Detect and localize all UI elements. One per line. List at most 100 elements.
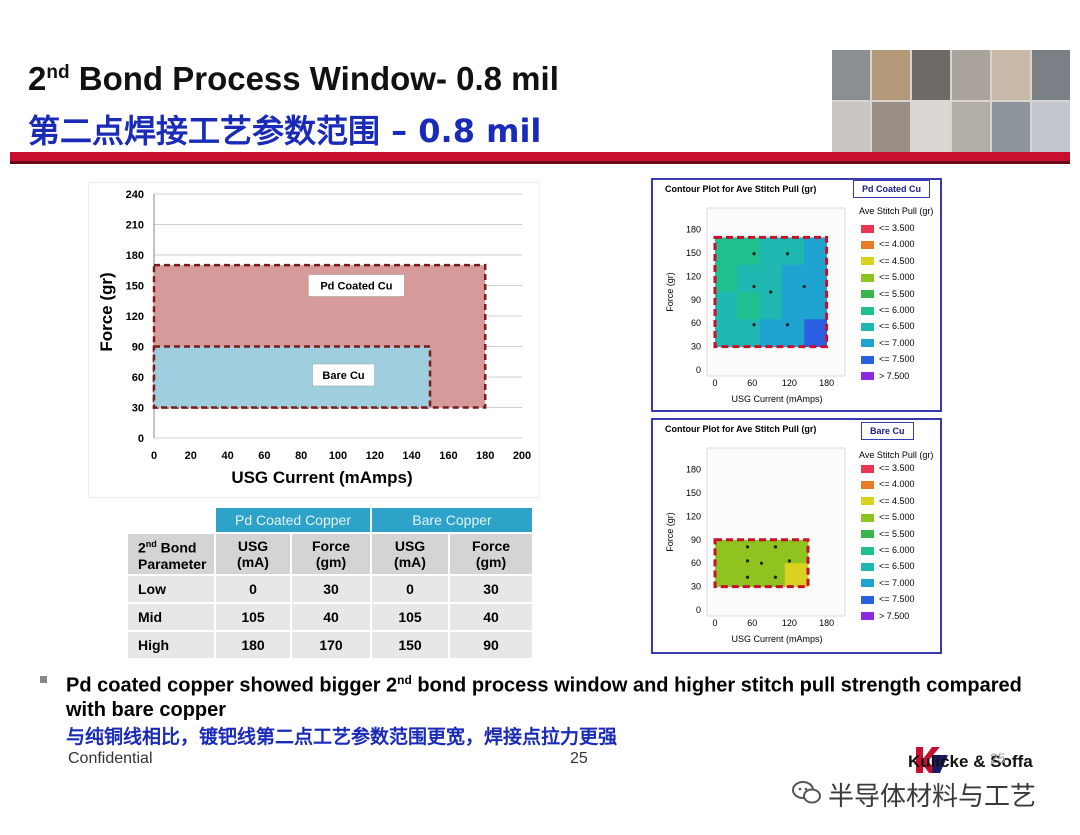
slide-title: 2nd Bond Process Window- 0.8 mil bbox=[28, 60, 559, 97]
contour-cell bbox=[759, 264, 783, 293]
legend-label: <= 7.500 bbox=[879, 594, 915, 605]
legend-swatch bbox=[861, 464, 874, 473]
contour-title: Contour Plot for Ave Stitch Pull (gr) bbox=[665, 184, 817, 194]
kulicke-soffa-logo-icon bbox=[916, 747, 948, 773]
x-tick-label: 20 bbox=[185, 450, 197, 462]
table-group-bare: Bare Copper bbox=[370, 506, 534, 534]
table-header-bare-usg: USG (mA) bbox=[370, 532, 450, 576]
y-tick-label: 90 bbox=[691, 295, 701, 305]
y-tick-label: 150 bbox=[686, 488, 701, 498]
x-tick-label: 100 bbox=[329, 450, 347, 462]
bullet-marker bbox=[40, 676, 47, 683]
sample-point bbox=[745, 559, 750, 563]
legend-swatch bbox=[861, 372, 874, 381]
legend-swatch bbox=[861, 339, 874, 348]
legend-label: <= 4.000 bbox=[879, 479, 915, 490]
sample-point bbox=[759, 561, 764, 565]
y-tick-label: 150 bbox=[686, 248, 701, 258]
contour-cell bbox=[761, 539, 786, 564]
sample-point bbox=[802, 284, 806, 289]
contour-cell bbox=[804, 237, 827, 266]
x-axis-label: USG Current (mAmps) bbox=[731, 394, 822, 404]
legend-title: Ave Stitch Pull (gr) bbox=[859, 206, 934, 216]
legend-item: <= 6.500 bbox=[861, 560, 915, 572]
legend-label: <= 3.500 bbox=[879, 223, 915, 233]
bullet-text-en: Pd coated copper showed bigger 2nd bond … bbox=[66, 673, 1022, 721]
y-axis-label: Force (gr) bbox=[665, 272, 675, 312]
y-axis-label: Force (gr) bbox=[97, 272, 116, 351]
legend-label: <= 4.000 bbox=[879, 239, 915, 250]
header-red-bar bbox=[10, 152, 1070, 161]
table-header-pd-force: Force (gm) bbox=[290, 532, 372, 576]
x-tick-label: 140 bbox=[402, 450, 420, 462]
sample-point bbox=[752, 284, 756, 289]
y-tick-label: 210 bbox=[126, 220, 144, 232]
legend-item: > 7.500 bbox=[861, 370, 909, 382]
contour-cell bbox=[784, 539, 809, 564]
legend-item: <= 6.500 bbox=[861, 320, 915, 332]
sample-point bbox=[773, 575, 778, 579]
legend-swatch bbox=[861, 563, 874, 572]
y-tick-label: 60 bbox=[691, 558, 701, 568]
sample-point bbox=[785, 252, 790, 256]
contour-cell bbox=[737, 319, 761, 347]
sample-point bbox=[773, 545, 778, 549]
table-param-header: 2nd Bond Parameter bbox=[126, 532, 216, 576]
x-tick-label: 60 bbox=[258, 450, 270, 462]
bond-parameter-table: Pd Coated Copper Bare Copper 2nd Bond Par… bbox=[126, 506, 534, 660]
y-tick-label: 0 bbox=[696, 365, 701, 375]
x-tick-label: 120 bbox=[782, 618, 797, 628]
legend-label: <= 5.000 bbox=[879, 512, 915, 523]
legend-item: <= 5.000 bbox=[861, 271, 915, 283]
x-tick-label: 60 bbox=[747, 378, 757, 388]
y-tick-label: 0 bbox=[696, 605, 701, 615]
contour-panel-bare-cu: Contour Plot for Ave Stitch Pull (gr) Ba… bbox=[651, 418, 942, 654]
contour-plot-bare: 0 30 60 90 120 150 180 0 60 120 180 USG Current (mA… bbox=[665, 447, 846, 644]
legend-label: <= 7.000 bbox=[879, 337, 915, 348]
legend-item: > 7.500 bbox=[861, 610, 909, 622]
contour-cell bbox=[781, 319, 805, 347]
contour-cell bbox=[738, 539, 762, 564]
y-tick-label: 60 bbox=[691, 318, 701, 328]
legend-label: <= 7.500 bbox=[879, 354, 915, 365]
table-header-pd-usg: USG (mA) bbox=[214, 532, 292, 576]
contour-cell bbox=[781, 264, 805, 293]
legend-label: > 7.500 bbox=[879, 370, 910, 381]
legend-item: <= 4.500 bbox=[861, 255, 915, 267]
legend-swatch bbox=[861, 241, 874, 250]
page-number: 25 bbox=[570, 750, 588, 767]
y-tick-label: 120 bbox=[126, 311, 144, 323]
region-label: Pd Coated Cu bbox=[320, 281, 392, 293]
sample-point bbox=[752, 323, 756, 327]
contour-cell bbox=[737, 264, 761, 293]
y-tick-label: 150 bbox=[126, 281, 144, 293]
legend-item: <= 4.000 bbox=[861, 478, 915, 490]
legend-swatch bbox=[861, 530, 874, 539]
y-tick-label: 120 bbox=[686, 271, 701, 281]
legend-item: <= 7.500 bbox=[861, 593, 915, 605]
sample-point bbox=[769, 290, 773, 294]
region-label-box bbox=[308, 274, 405, 297]
contour-cell bbox=[804, 292, 827, 320]
legend-item: <= 7.000 bbox=[861, 337, 915, 349]
legend-swatch bbox=[861, 612, 874, 621]
x-tick-label: 40 bbox=[221, 450, 233, 462]
contour-cell bbox=[738, 563, 762, 587]
x-tick-label: 180 bbox=[819, 378, 834, 388]
y-tick-label: 90 bbox=[132, 342, 144, 354]
contour-cell bbox=[761, 563, 786, 587]
contour-tag-bare: Bare Cu bbox=[861, 422, 914, 440]
logo-wordmark: Kulicke & Soffa bbox=[908, 752, 1033, 771]
contour-panel-pd-coated: Contour Plot for Ave Stitch Pull (gr) Pd… bbox=[651, 178, 942, 412]
legend-label: <= 6.000 bbox=[879, 305, 915, 315]
legend-swatch bbox=[861, 290, 874, 299]
legend-item: <= 3.500 bbox=[861, 222, 915, 234]
watermark-text: 半导体材料与工艺 bbox=[828, 782, 1037, 812]
legend-label: <= 6.500 bbox=[879, 561, 915, 572]
legend-swatch bbox=[861, 579, 874, 588]
legend-item: <= 6.000 bbox=[861, 304, 915, 316]
contour-cell bbox=[759, 237, 783, 266]
x-axis-label: USG Current (mAmps) bbox=[231, 468, 412, 487]
slide-number-faint: 25 bbox=[990, 750, 1006, 766]
legend-label: <= 4.500 bbox=[879, 255, 915, 266]
